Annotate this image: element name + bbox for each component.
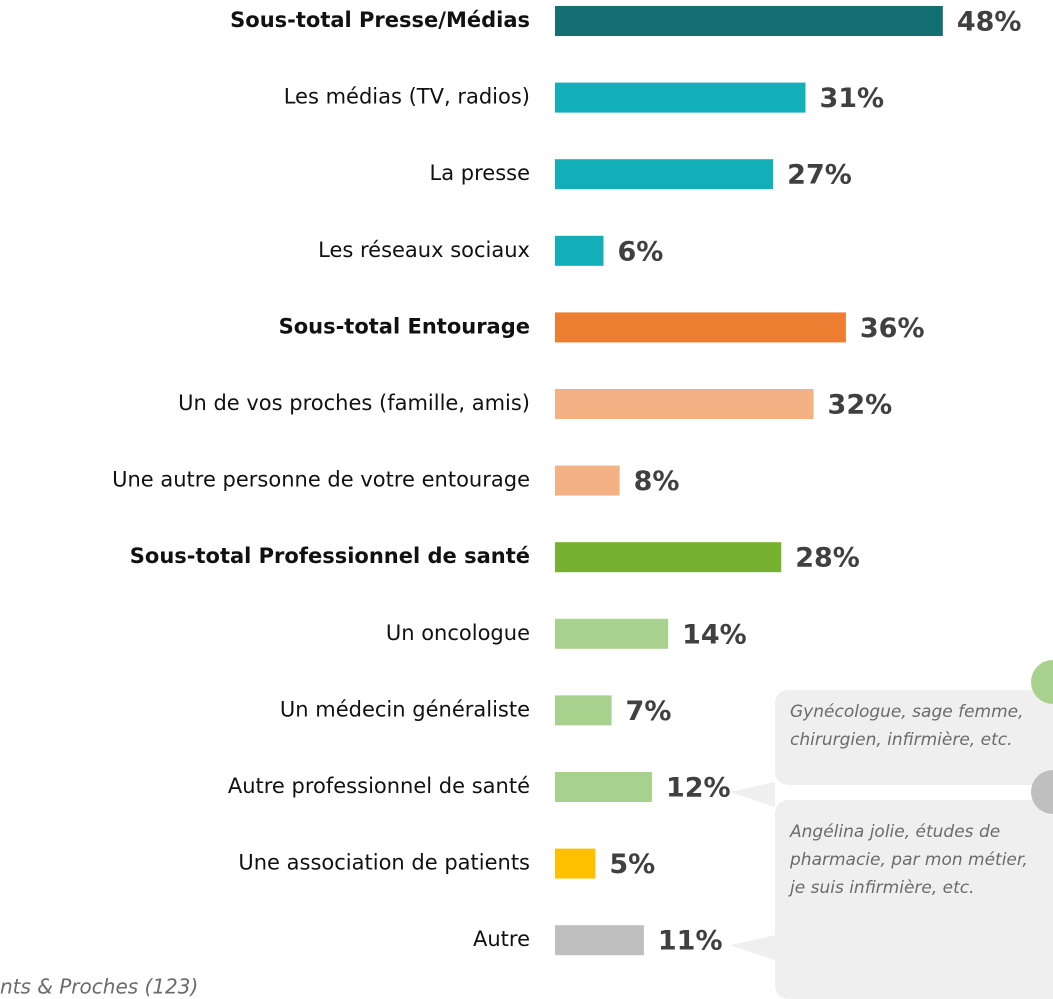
callout-icon — [1031, 770, 1053, 814]
value-label: 32% — [828, 390, 893, 421]
category-label: Sous-total Professionnel de santé — [130, 544, 530, 568]
callout-bubble — [730, 800, 1053, 999]
category-label: Autre professionnel de santé — [228, 774, 530, 798]
value-label: 11% — [658, 926, 723, 957]
category-label: Les réseaux sociaux — [318, 238, 530, 262]
category-label: Autre — [473, 927, 530, 951]
category-label: Un de vos proches (famille, amis) — [178, 391, 530, 415]
value-label: 48% — [957, 7, 1022, 38]
category-label: Un médecin généraliste — [280, 697, 530, 721]
category-label: Une association de patients — [238, 851, 530, 875]
bar — [555, 235, 604, 266]
callout-text: Gynécologue, sage femme, — [790, 702, 1024, 722]
callout-bubble — [730, 690, 1053, 807]
bar — [555, 159, 774, 190]
category-label: Une autre personne de votre entourage — [112, 468, 530, 492]
bar — [555, 6, 943, 36]
category-label: La presse — [430, 161, 530, 185]
category-label: Sous-total Entourage — [279, 314, 530, 338]
value-label: 7% — [626, 696, 672, 727]
bar — [555, 772, 652, 802]
category-label: Les médias (TV, radios) — [284, 85, 530, 109]
footnote: nts & Proches (123) — [0, 975, 198, 999]
bar — [555, 618, 669, 649]
bar — [555, 925, 644, 956]
category-label: Sous-total Presse/Médias — [230, 8, 530, 32]
bar — [555, 542, 782, 573]
category-label: Un oncologue — [386, 621, 530, 645]
callout-icon — [1031, 660, 1053, 704]
bar — [555, 82, 806, 113]
value-label: 5% — [609, 849, 655, 880]
callout-text: chirurgien, infirmière, etc. — [790, 730, 1013, 750]
callout-text: Angélina jolie, études de — [789, 822, 1000, 842]
bar — [555, 389, 814, 419]
value-label: 12% — [666, 773, 731, 804]
value-label: 8% — [634, 466, 680, 497]
bar — [555, 465, 620, 496]
value-label: 36% — [860, 313, 925, 344]
value-label: 28% — [795, 543, 860, 574]
value-label: 31% — [819, 83, 884, 114]
bar — [555, 695, 612, 726]
callout-text: je suis infirmière, etc. — [788, 878, 975, 898]
value-label: 27% — [787, 160, 852, 191]
bar — [555, 848, 596, 879]
callout-text: pharmacie, par mon métier, — [789, 850, 1028, 870]
value-label: 6% — [617, 236, 663, 267]
value-label: 14% — [682, 619, 747, 650]
bar — [555, 312, 846, 343]
